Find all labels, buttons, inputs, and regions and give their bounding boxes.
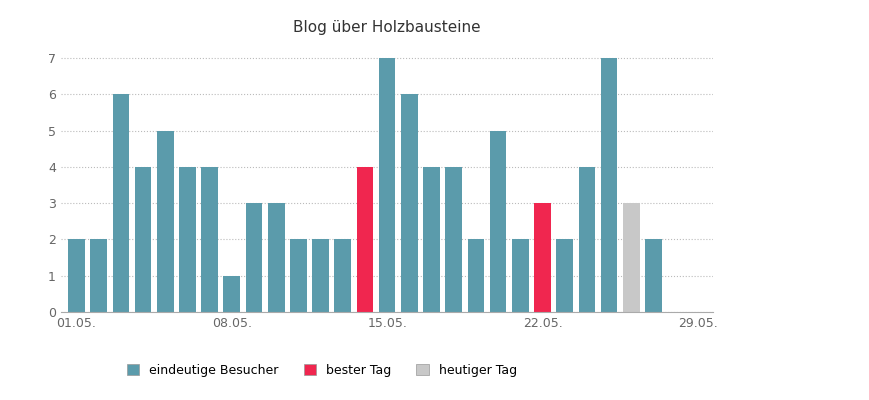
Bar [467,240,484,312]
Bar [90,240,107,312]
Bar [622,203,639,312]
Bar [422,167,440,312]
Bar [334,240,351,312]
Bar [534,203,550,312]
Bar [312,240,328,312]
Bar [112,94,129,312]
Bar [156,131,173,312]
Bar [489,131,506,312]
Bar [445,167,461,312]
Bar [245,203,262,312]
Bar [600,58,617,312]
Title: Blog über Holzbausteine: Blog über Holzbausteine [293,20,481,35]
Bar [201,167,217,312]
Bar [179,167,196,312]
Bar [556,240,573,312]
Bar [223,276,240,312]
Bar [378,58,395,312]
Bar [578,167,594,312]
Bar [645,240,661,312]
Bar [135,167,151,312]
Bar [289,240,307,312]
Legend: eindeutige Besucher, bester Tag, heutiger Tag: eindeutige Besucher, bester Tag, heutige… [122,359,521,382]
Bar [68,240,84,312]
Bar [401,94,417,312]
Bar [511,240,528,312]
Bar [356,167,373,312]
Bar [268,203,284,312]
